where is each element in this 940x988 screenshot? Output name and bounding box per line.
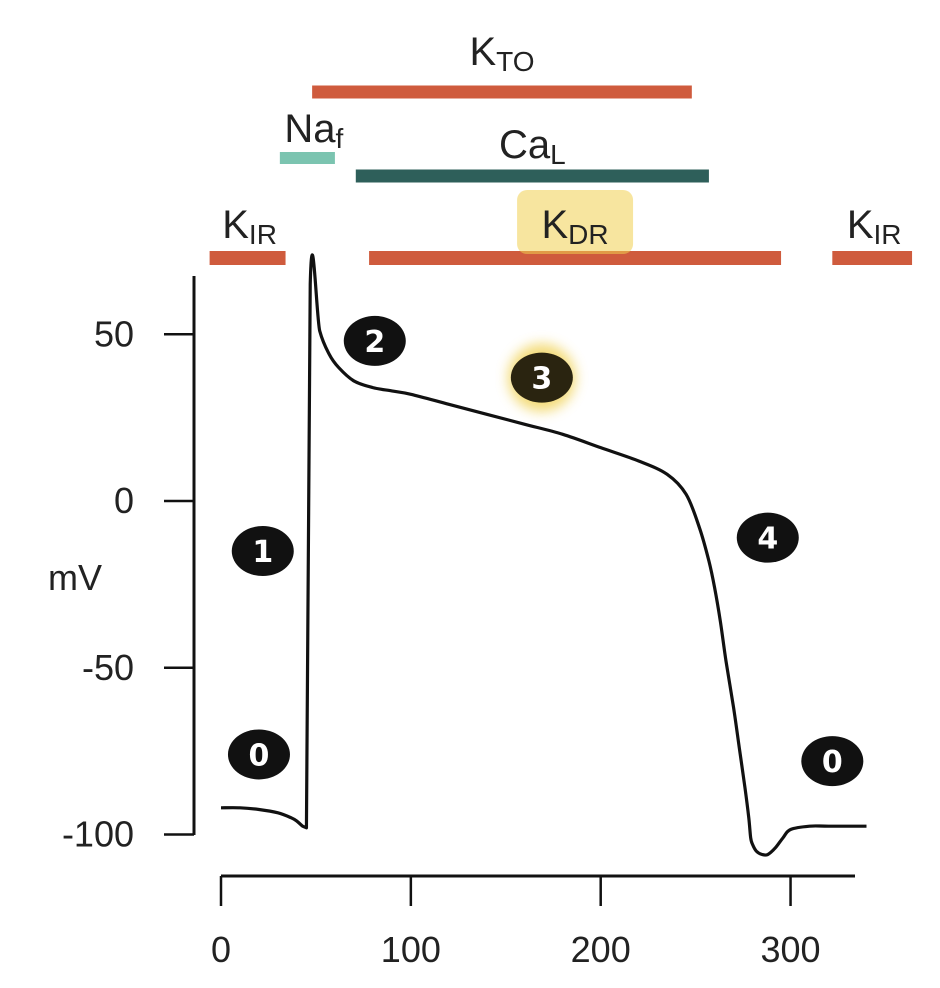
membrane-trace	[220, 253, 867, 857]
y-tick-label: 0	[114, 480, 134, 521]
current-label-base: K	[222, 203, 249, 247]
current-bar-kdr	[369, 251, 782, 265]
phase-marker	[801, 736, 864, 787]
phase-marker	[231, 526, 294, 577]
phase-marker-label: 4	[757, 522, 778, 557]
phase-marker-label: 0	[822, 745, 843, 780]
y-tick-label: 50	[94, 313, 134, 354]
current-label: KIR	[222, 203, 277, 250]
y-tick-label: -50	[82, 647, 134, 688]
phase-markers: 0 1 2 3 4 0	[227, 315, 864, 787]
current-label: KDR	[541, 203, 608, 250]
current-label-subscript: f	[336, 123, 344, 154]
current-label-subscript: L	[550, 139, 566, 170]
x-tick-label: 200	[571, 929, 631, 970]
phase-marker-label: 0	[249, 738, 270, 773]
current-label: KTO	[469, 30, 534, 77]
phase-marker-label: 2	[364, 325, 385, 360]
current-label-base: Ca	[499, 123, 551, 167]
current-label: KIR	[847, 203, 902, 250]
phase-marker-label: 1	[252, 535, 273, 570]
current-label-subscript: DR	[568, 219, 608, 250]
current-bar-naf	[279, 152, 335, 164]
y-axis-label: mV	[48, 557, 102, 598]
phase-marker	[510, 352, 573, 403]
current-label-subscript: TO	[496, 46, 534, 77]
current-label-base: K	[541, 203, 568, 247]
phase-marker	[343, 315, 406, 366]
current-bar-kir	[832, 251, 913, 265]
x-tick-label: 300	[761, 929, 821, 970]
action-potential-line	[220, 253, 867, 857]
current-label-subscript: IR	[874, 219, 902, 250]
current-label-base: K	[469, 30, 496, 74]
current-label-subscript: IR	[249, 219, 277, 250]
highlight-marker	[517, 190, 634, 254]
current-label-base: Na	[284, 107, 336, 151]
current-label: Naf	[284, 107, 343, 154]
phase-marker	[736, 512, 799, 563]
phase-marker-label: 3	[531, 362, 552, 397]
current-bar-kir	[209, 251, 286, 265]
current-label: CaL	[499, 123, 566, 170]
current-label-base: K	[847, 203, 874, 247]
current-bar-kto	[312, 85, 692, 99]
x-tick-label: 100	[381, 929, 441, 970]
phase-marker	[227, 729, 290, 780]
y-tick-label: -100	[62, 814, 134, 855]
x-tick-label: 0	[211, 929, 231, 970]
current-bar-cal	[355, 169, 709, 183]
